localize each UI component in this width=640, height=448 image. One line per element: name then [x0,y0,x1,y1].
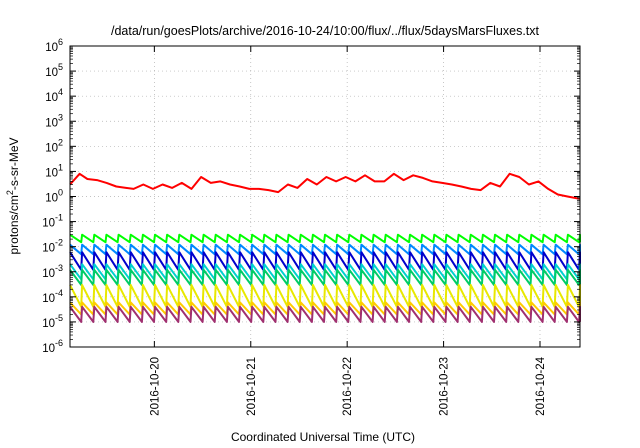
y-tick-label: 101 [45,162,63,179]
y-tick-label: 100 [45,188,63,205]
y-tick-label: 10-6 [42,338,63,355]
x-tick-label: 2016-10-23 [439,357,451,416]
series-line [69,233,581,244]
y-tick-label: 10-3 [42,263,63,280]
x-tick-label: 2016-10-24 [535,356,547,415]
y-tick-label: 102 [45,137,63,154]
y-tick-label: 106 [45,37,63,54]
x-tick-label: 2016-10-21 [246,357,258,416]
y-tick-label: 10-1 [42,213,63,230]
y-axis-label-base: protons/cm [7,195,21,254]
x-tick-label: 2016-10-22 [342,357,354,416]
series-line [69,251,581,271]
y-axis: 10-6 10-5 10-4 10-3 10-2 10-1 100 101 102 103 104 1… [42,37,580,355]
y-tick-label: 10-2 [42,238,63,255]
y-tick-label: 10-4 [42,288,63,305]
chart-title: /data/run/goesPlots/archive/2016-10-24/1… [111,24,540,38]
series-line [69,243,581,256]
y-tick-label: 10-5 [42,313,63,330]
y-axis-label-rest: -s-sr-MeV [7,137,21,190]
series-line [69,305,581,323]
x-axis-label: Coordinated Universal Time (UTC) [231,430,415,444]
series-line [69,268,581,286]
series-line [69,263,581,281]
series-line [69,172,581,200]
series-line [69,283,581,308]
y-tick-label: 104 [45,87,63,104]
series-line [69,301,581,316]
x-tick-label: 2016-10-20 [149,357,161,416]
y-axis-label-sup: 2 [5,190,15,195]
y-axis-label: protons/cm2-s-sr-MeV [5,137,21,254]
data-series [69,172,581,323]
x-axis: 2016-10-20 2016-10-21 2016-10-22 2016-10-23… [149,46,547,416]
y-tick-label: 105 [45,62,63,79]
y-tick-label: 103 [45,112,63,129]
